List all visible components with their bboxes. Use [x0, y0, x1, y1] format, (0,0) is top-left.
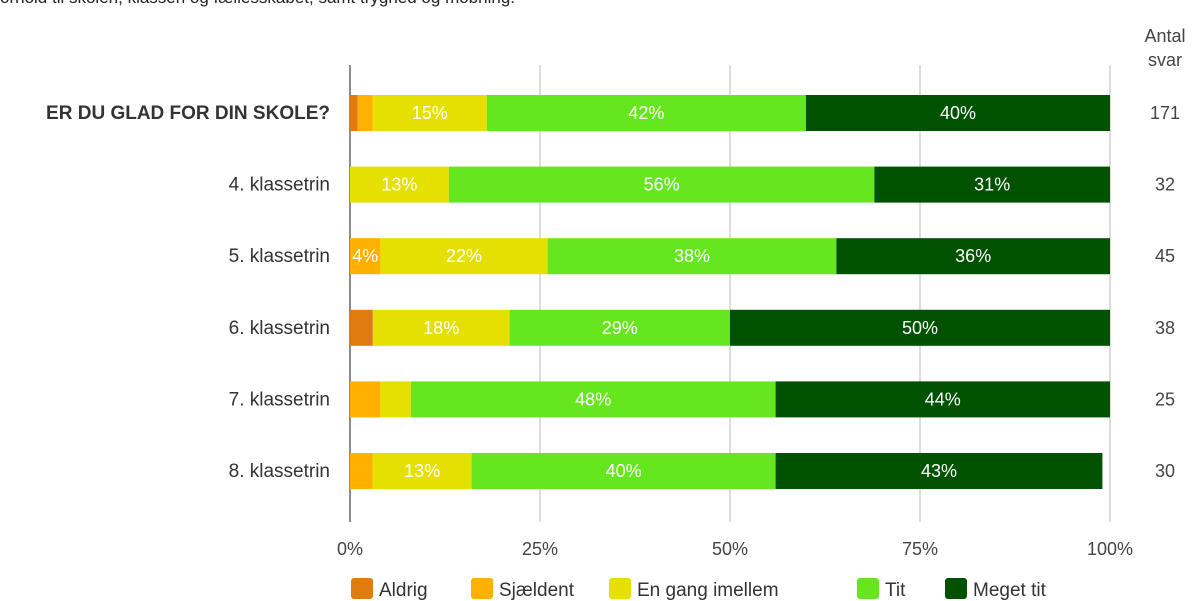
legend-swatch [945, 578, 967, 599]
legend-label: En gang imellem [637, 580, 779, 601]
bar-segment [357, 95, 373, 131]
bar-segment [372, 309, 510, 346]
legend-label: Tit [885, 580, 906, 601]
data-label: 48% [575, 389, 611, 409]
bar-segment [836, 238, 1110, 275]
legend-label: Meget tit [973, 580, 1047, 601]
data-label: 13% [404, 461, 440, 481]
x-tick-label: 50% [712, 539, 748, 559]
x-tick-label: 75% [902, 539, 938, 559]
legend-swatch [609, 578, 631, 599]
data-label: 15% [412, 103, 448, 123]
data-label: 40% [940, 103, 976, 123]
bar-segment [486, 95, 806, 131]
category-label: ER DU GLAD FOR DIN SKOLE? [46, 103, 330, 124]
count-value: 171 [1150, 103, 1180, 123]
bar-segment [775, 453, 1103, 489]
category-label: 6. klassetrin [229, 318, 330, 339]
category-label: 4. klassetrin [229, 175, 330, 196]
count-value: 25 [1155, 389, 1175, 409]
bar-segment [806, 95, 1110, 131]
x-tick-label: 25% [522, 539, 558, 559]
data-label: 38% [674, 246, 710, 266]
bar-segment [350, 95, 358, 131]
x-tick-label: 100% [1087, 539, 1133, 559]
data-label: 18% [423, 318, 459, 338]
bar-segment [410, 381, 776, 418]
bar-segment [471, 453, 776, 489]
bar-segment [350, 238, 381, 275]
bar-segment [350, 381, 381, 418]
bar-segment [547, 238, 837, 275]
legend-label: Sjældent [499, 580, 575, 601]
bar-segment [380, 238, 548, 275]
counts-header: Antal [1144, 26, 1185, 46]
data-label: 43% [921, 461, 957, 481]
x-tick-label: 0% [337, 539, 363, 559]
data-label: 31% [974, 175, 1010, 195]
bar-segment [730, 309, 1110, 346]
count-value: 38 [1155, 318, 1175, 338]
data-label: 56% [644, 175, 680, 195]
bar-segment [509, 309, 730, 346]
data-label: 40% [606, 461, 642, 481]
bar-segment [372, 453, 472, 489]
data-label: 36% [955, 246, 991, 266]
bar-segment [874, 166, 1110, 203]
data-label: 13% [381, 175, 417, 195]
category-label: 8. klassetrin [229, 461, 330, 482]
data-label: 22% [446, 246, 482, 266]
bar-segment [350, 309, 373, 346]
data-label: 50% [902, 318, 938, 338]
count-value: 45 [1155, 246, 1175, 266]
data-label: 42% [628, 103, 664, 123]
legend-label: Aldrig [379, 580, 428, 601]
legend-swatch [351, 578, 373, 599]
category-label: 5. klassetrin [229, 246, 330, 267]
legend-swatch [471, 578, 493, 599]
counts-header: svar [1148, 50, 1182, 70]
category-label: 7. klassetrin [229, 389, 330, 410]
data-label: 29% [602, 318, 638, 338]
bar-segment [350, 453, 373, 489]
data-label: 44% [925, 389, 961, 409]
bar-segment [775, 381, 1110, 418]
bar-segment [448, 166, 875, 203]
bar-segment [350, 166, 449, 203]
count-value: 32 [1155, 175, 1175, 195]
count-value: 30 [1155, 461, 1175, 481]
bar-segment [372, 95, 487, 131]
data-label: 4% [352, 246, 378, 266]
intro-text: orhold til skolen, klassen og fællesskab… [0, 0, 515, 8]
legend-swatch [857, 578, 879, 599]
bar-segment [380, 381, 411, 418]
